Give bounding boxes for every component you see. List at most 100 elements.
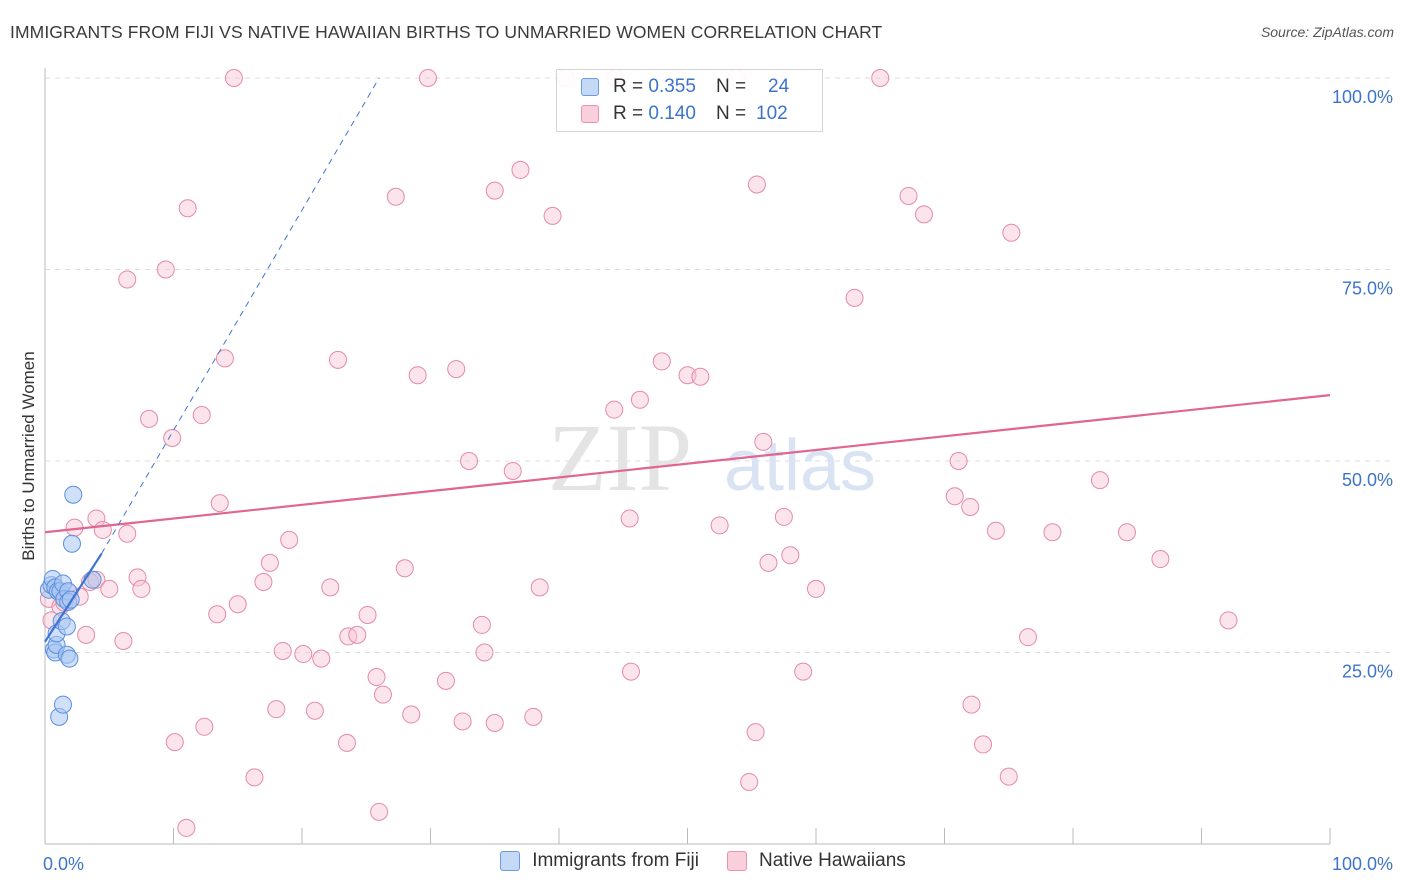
legend-hawaiian-r-value: 0.140 xyxy=(648,103,696,124)
gridlines xyxy=(45,77,1392,653)
point-native-hawaiian xyxy=(620,509,639,528)
axes xyxy=(44,68,1331,845)
point-native-hawaiian xyxy=(1151,550,1170,569)
point-fiji xyxy=(57,617,76,636)
point-native-hawaiian xyxy=(178,199,197,218)
watermark-zip: ZIP xyxy=(548,404,692,511)
stats-legend: R = 0.355 N = 24 R = 0.140 N = 102 xyxy=(556,69,823,132)
point-native-hawaiian xyxy=(1019,628,1038,647)
point-native-hawaiian xyxy=(453,712,472,731)
legend-item-hawaiian-swatch xyxy=(727,851,747,871)
x-tick-label-max: 100.0% xyxy=(1332,854,1393,874)
point-native-hawaiian xyxy=(210,494,229,513)
x-tick-labels: 0.0% 100.0% xyxy=(43,854,1393,874)
point-native-hawaiian xyxy=(781,546,800,565)
point-native-hawaiian xyxy=(914,205,933,224)
y-tick-label: 50.0% xyxy=(1342,470,1393,490)
point-native-hawaiian xyxy=(759,553,778,572)
point-native-hawaiian xyxy=(114,632,133,651)
point-native-hawaiian xyxy=(395,559,414,578)
legend-swatch-fiji xyxy=(581,78,599,96)
point-native-hawaiian xyxy=(195,717,214,736)
point-native-hawaiian xyxy=(605,400,624,419)
y-axis-label: Births to Unmarried Women xyxy=(19,351,38,560)
point-native-hawaiian xyxy=(228,595,247,614)
legend-item-fiji[interactable]: Immigrants from Fiji xyxy=(500,850,699,872)
point-native-hawaiian xyxy=(328,350,347,369)
point-fiji xyxy=(83,570,102,589)
point-native-hawaiian xyxy=(312,649,331,668)
point-native-hawaiian xyxy=(339,627,358,646)
point-native-hawaiian xyxy=(503,461,522,480)
legend-fiji-r-label: R = xyxy=(613,76,644,97)
point-native-hawaiian xyxy=(754,432,773,451)
source-label: Source: ZipAtlas.com xyxy=(1260,24,1394,40)
point-native-hawaiian xyxy=(1090,471,1109,490)
point-native-hawaiian xyxy=(358,605,377,624)
y-tick-label: 25.0% xyxy=(1342,662,1393,682)
point-native-hawaiian xyxy=(305,701,324,720)
point-native-hawaiian xyxy=(260,553,279,572)
point-native-hawaiian xyxy=(132,579,151,598)
point-native-hawaiian xyxy=(447,360,466,379)
point-native-hawaiian xyxy=(678,366,697,385)
point-native-hawaiian xyxy=(77,625,96,644)
point-native-hawaiian xyxy=(524,707,543,726)
point-native-hawaiian xyxy=(163,429,182,448)
point-native-hawaiian xyxy=(245,768,264,787)
point-native-hawaiian xyxy=(543,206,562,225)
legend-row-hawaiian: R = 0.140 N = 102 xyxy=(581,101,788,127)
point-native-hawaiian xyxy=(370,802,389,821)
point-native-hawaiian xyxy=(267,700,286,719)
legend-fiji-n-value: 24 xyxy=(768,76,790,97)
point-native-hawaiian xyxy=(710,516,729,535)
chart-title: IMMIGRANTS FROM FIJI VS NATIVE HAWAIIAN … xyxy=(10,22,883,42)
point-fiji xyxy=(64,485,83,504)
point-native-hawaiian xyxy=(165,733,184,752)
legend-item-hawaiian-label: Native Hawaiians xyxy=(759,850,906,871)
legend-row-fiji: R = 0.355 N = 24 xyxy=(581,74,789,100)
y-tick-label: 100.0% xyxy=(1332,87,1393,107)
point-fiji xyxy=(60,649,79,668)
series-legend: Immigrants from Fiji Native Hawaiians xyxy=(0,850,1406,872)
point-native-hawaiian xyxy=(652,352,671,371)
point-native-hawaiian xyxy=(530,578,549,597)
trend-line-fiji-extended xyxy=(101,77,380,554)
watermark: ZIP atlas xyxy=(548,404,876,511)
point-native-hawaiian xyxy=(118,524,137,543)
point-fiji xyxy=(62,534,81,553)
point-native-hawaiian xyxy=(280,530,299,549)
point-native-hawaiian xyxy=(224,69,243,87)
x-tick-label-min: 0.0% xyxy=(43,854,84,874)
point-native-hawaiian xyxy=(845,288,864,307)
point-native-hawaiian xyxy=(348,625,367,644)
point-native-hawaiian xyxy=(475,643,494,662)
point-native-hawaiian xyxy=(436,671,455,690)
point-native-hawaiian xyxy=(208,605,227,624)
point-native-hawaiian xyxy=(100,579,119,598)
point-native-hawaiian xyxy=(460,452,479,470)
point-native-hawaiian xyxy=(899,186,918,205)
point-native-hawaiian xyxy=(1002,223,1021,242)
point-native-hawaiian xyxy=(294,645,313,664)
point-native-hawaiian xyxy=(630,390,649,409)
point-native-hawaiian xyxy=(974,735,993,754)
trend-line-native-hawaiians xyxy=(44,394,1331,534)
point-native-hawaiian xyxy=(215,349,234,368)
point-native-hawaiian xyxy=(621,662,640,681)
point-native-hawaiian xyxy=(1117,523,1136,542)
point-native-hawaiian xyxy=(408,366,427,385)
point-native-hawaiian xyxy=(774,507,793,526)
point-native-hawaiian xyxy=(794,662,813,681)
legend-item-hawaiian[interactable]: Native Hawaiians xyxy=(727,850,906,872)
trend-lines xyxy=(44,77,1331,643)
point-native-hawaiian xyxy=(321,578,340,597)
point-native-hawaiian xyxy=(485,713,504,732)
trend-line-fiji xyxy=(44,553,103,643)
y-tick-labels: 100.0% 75.0% 50.0% 25.0% xyxy=(1332,87,1393,682)
y-tick-label: 75.0% xyxy=(1342,279,1393,299)
point-native-hawaiian xyxy=(337,733,356,752)
point-native-hawaiian xyxy=(807,579,825,598)
point-native-hawaiian xyxy=(140,409,159,428)
